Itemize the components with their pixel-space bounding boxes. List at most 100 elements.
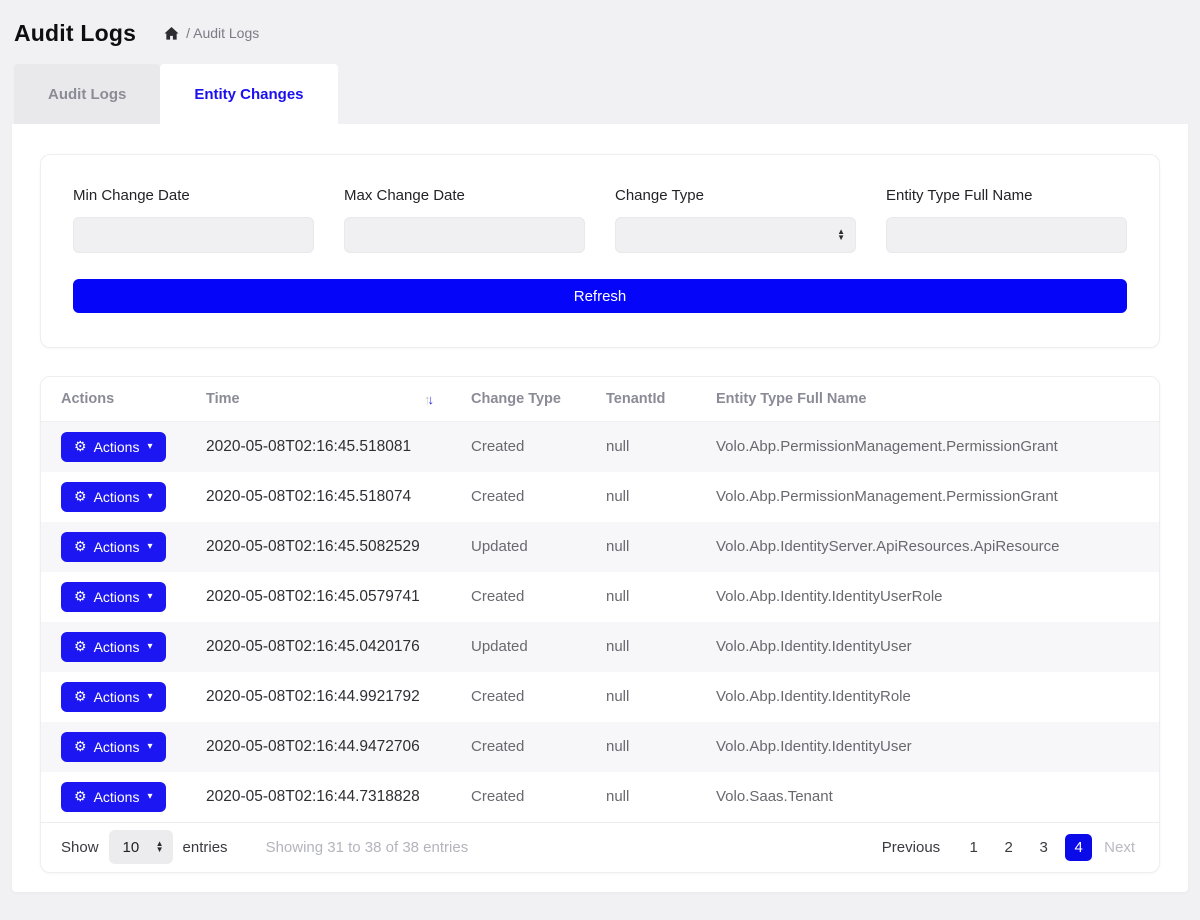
actions-dropdown-button[interactable]: ⚙ Actions ▾: [61, 531, 166, 562]
caret-down-icon: ▾: [147, 591, 153, 602]
time-cell: 2020-05-08T02:16:44.7318828: [206, 787, 420, 805]
change-type-cell: Updated: [471, 638, 528, 655]
entity-changes-table-card: Actions Time ↑↓ Change Type TenantId: [40, 376, 1160, 873]
column-header-tenant-id: TenantId: [586, 377, 696, 422]
entity-type-cell: Volo.Abp.Identity.IdentityUser: [716, 638, 912, 655]
entity-type-input[interactable]: [886, 217, 1127, 253]
max-change-date-label: Max Change Date: [344, 187, 465, 204]
tenant-id-cell: null: [606, 738, 630, 755]
min-change-date-input[interactable]: [73, 217, 314, 253]
entries-label: entries: [182, 838, 228, 856]
page-title: Audit Logs: [14, 19, 137, 46]
main-card: Min Change Date Max Change Date Change T…: [12, 124, 1188, 892]
change-type-cell: Created: [471, 688, 525, 705]
time-cell: 2020-05-08T02:16:45.0420176: [206, 637, 420, 655]
page-header: Audit Logs / Audit Logs: [0, 0, 1200, 64]
time-cell: 2020-05-08T02:16:45.518074: [206, 487, 412, 505]
gear-icon: ⚙: [74, 438, 87, 455]
change-type-label: Change Type: [615, 187, 704, 204]
actions-cell: ⚙ Actions ▾: [41, 722, 186, 772]
table-header-row: Actions Time ↑↓ Change Type TenantId: [41, 377, 1159, 422]
table-row: ⚙ Actions ▾ 2020-05-08T02:16:45.518081 Creat…: [41, 421, 1159, 472]
actions-cell: ⚙ Actions ▾: [41, 522, 186, 572]
caret-down-icon: ▾: [147, 691, 153, 702]
actions-dropdown-button[interactable]: ⚙ Actions ▾: [61, 581, 166, 612]
time-cell: 2020-05-08T02:16:45.5082529: [206, 537, 420, 555]
gear-icon: ⚙: [74, 588, 87, 604]
tenant-id-cell: null: [606, 438, 630, 456]
pagination-page-1[interactable]: 1: [969, 838, 978, 856]
pagination-page-3[interactable]: 3: [1039, 838, 1048, 856]
actions-dropdown-button[interactable]: ⚙ Actions ▾: [61, 781, 166, 812]
actions-button-label: Actions: [93, 638, 140, 655]
refresh-button[interactable]: Refresh: [73, 279, 1127, 313]
actions-button-label: Actions: [93, 588, 140, 605]
column-header-time[interactable]: Time ↑↓: [186, 377, 451, 422]
change-type-cell: Created: [471, 438, 525, 456]
actions-dropdown-button[interactable]: ⚙ Actions ▾: [61, 431, 166, 462]
change-type-cell: Created: [471, 588, 525, 605]
page-size-value: 10: [122, 838, 140, 856]
tenant-id-cell: null: [606, 638, 630, 655]
table-row: ⚙ Actions ▾ 2020-05-08T02:16:45.0579741 Crea…: [41, 571, 1159, 622]
time-cell: 2020-05-08T02:16:45.0579741: [206, 587, 420, 605]
entity-type-cell: Volo.Abp.Identity.IdentityRole: [716, 688, 911, 705]
filter-change-type: Change Type ▲ ▼: [615, 187, 856, 253]
table-row: ⚙ Actions ▾ 2020-05-08T02:16:44.9472706 Crea…: [41, 721, 1159, 772]
time-cell: 2020-05-08T02:16:44.9472706: [206, 737, 420, 755]
sort-icon[interactable]: ↑↓: [424, 391, 434, 407]
page-size-select[interactable]: 10 ▲ ▼: [108, 830, 173, 864]
caret-down-icon: ▾: [147, 441, 153, 453]
actions-dropdown-button[interactable]: ⚙ Actions ▾: [61, 481, 166, 512]
actions-dropdown-button[interactable]: ⚙ Actions ▾: [61, 631, 166, 662]
caret-down-icon: ▾: [147, 491, 153, 502]
table-footer: Show 10 ▲ ▼ entries Showing 31 to 38 of 3…: [41, 821, 1159, 872]
select-arrows-icon: ▲ ▼: [837, 227, 845, 242]
showing-entries-text: Showing 31 to 38 of 38 entries: [265, 838, 469, 856]
change-type-cell: Updated: [471, 538, 528, 555]
tab-entity-changes[interactable]: Entity Changes: [160, 64, 338, 124]
actions-cell: ⚙ Actions ▾: [41, 422, 186, 472]
filter-grid: Min Change Date Max Change Date Change T…: [73, 187, 1127, 253]
pagination-page-2[interactable]: 2: [1004, 838, 1013, 856]
pagination-previous[interactable]: Previous: [881, 838, 941, 856]
change-type-cell: Created: [471, 488, 525, 505]
gear-icon: ⚙: [74, 638, 87, 654]
table-body: ⚙ Actions ▾ 2020-05-08T02:16:45.518081 Creat…: [41, 421, 1159, 822]
max-change-date-input[interactable]: [344, 217, 585, 253]
filter-entity-type: Entity Type Full Name: [886, 187, 1127, 253]
caret-down-icon: ▾: [147, 791, 153, 802]
actions-button-label: Actions: [93, 438, 140, 455]
filter-panel: Min Change Date Max Change Date Change T…: [40, 154, 1160, 348]
actions-button-label: Actions: [93, 788, 140, 805]
pagination-next[interactable]: Next: [1104, 838, 1135, 856]
entity-type-cell: Volo.Saas.Tenant: [716, 788, 833, 805]
home-icon: [164, 26, 179, 40]
actions-dropdown-button[interactable]: ⚙ Actions ▾: [61, 731, 166, 762]
actions-cell: ⚙ Actions ▾: [41, 672, 186, 722]
time-cell: 2020-05-08T02:16:44.9921792: [206, 687, 420, 705]
change-type-cell: Created: [471, 738, 525, 755]
table-row: ⚙ Actions ▾ 2020-05-08T02:16:45.5082529 Upda…: [41, 521, 1159, 572]
gear-icon: ⚙: [74, 488, 87, 504]
tab-label: Entity Changes: [194, 85, 304, 103]
caret-down-icon: ▾: [147, 641, 153, 652]
time-cell: 2020-05-08T02:16:45.518081: [206, 437, 412, 455]
pagination-page-4[interactable]: 4: [1065, 833, 1093, 861]
entity-type-cell: Volo.Abp.PermissionManagement.Permission…: [716, 438, 1058, 456]
table-row: ⚙ Actions ▾ 2020-05-08T02:16:44.7318828 Crea…: [41, 771, 1159, 822]
gear-icon: ⚙: [74, 738, 87, 754]
tenant-id-cell: null: [606, 488, 630, 505]
tab-audit-logs[interactable]: Audit Logs: [14, 64, 161, 124]
table-row: ⚙ Actions ▾ 2020-05-08T02:16:44.9921792 Crea…: [41, 671, 1159, 722]
tenant-id-cell: null: [606, 688, 630, 705]
select-arrows-icon: ▲ ▼: [155, 839, 164, 854]
entity-changes-table: Actions Time ↑↓ Change Type TenantId: [41, 377, 1159, 822]
actions-button-label: Actions: [93, 688, 140, 705]
actions-cell: ⚙ Actions ▾: [41, 622, 186, 672]
actions-cell: ⚙ Actions ▾: [41, 472, 186, 522]
actions-dropdown-button[interactable]: ⚙ Actions ▾: [61, 681, 166, 712]
change-type-select[interactable]: ▲ ▼: [615, 217, 856, 253]
